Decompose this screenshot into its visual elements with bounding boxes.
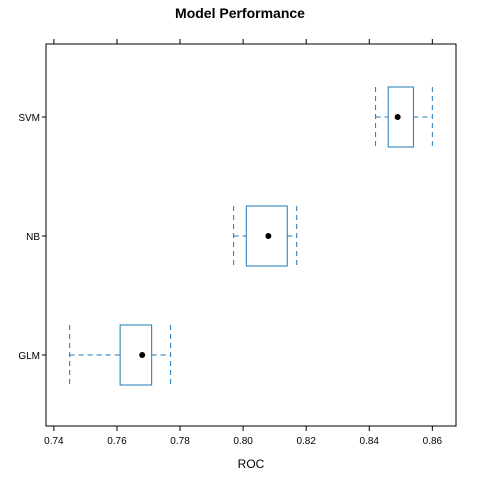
x-tick-label: 0.76 (107, 436, 127, 447)
x-tick-label: 0.74 (44, 436, 64, 447)
x-tick-label: 0.84 (360, 436, 380, 447)
x-tick-label: 0.82 (296, 436, 316, 447)
y-tick-label: NB (26, 232, 40, 243)
x-axis-label: ROC (238, 457, 265, 471)
x-tick-label: 0.86 (423, 436, 443, 447)
x-tick-label: 0.78 (170, 436, 190, 447)
median-point (139, 352, 145, 358)
y-tick-label: SVM (18, 113, 40, 124)
chart-title: Model Performance (175, 5, 305, 21)
median-point (265, 233, 271, 239)
median-point (395, 114, 401, 120)
x-tick-label: 0.80 (233, 436, 253, 447)
y-tick-label: GLM (18, 351, 40, 362)
